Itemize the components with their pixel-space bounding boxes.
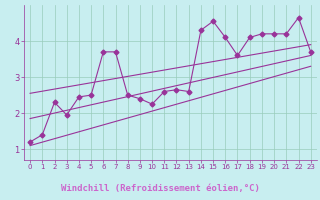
Text: Windchill (Refroidissement éolien,°C): Windchill (Refroidissement éolien,°C): [60, 184, 260, 192]
